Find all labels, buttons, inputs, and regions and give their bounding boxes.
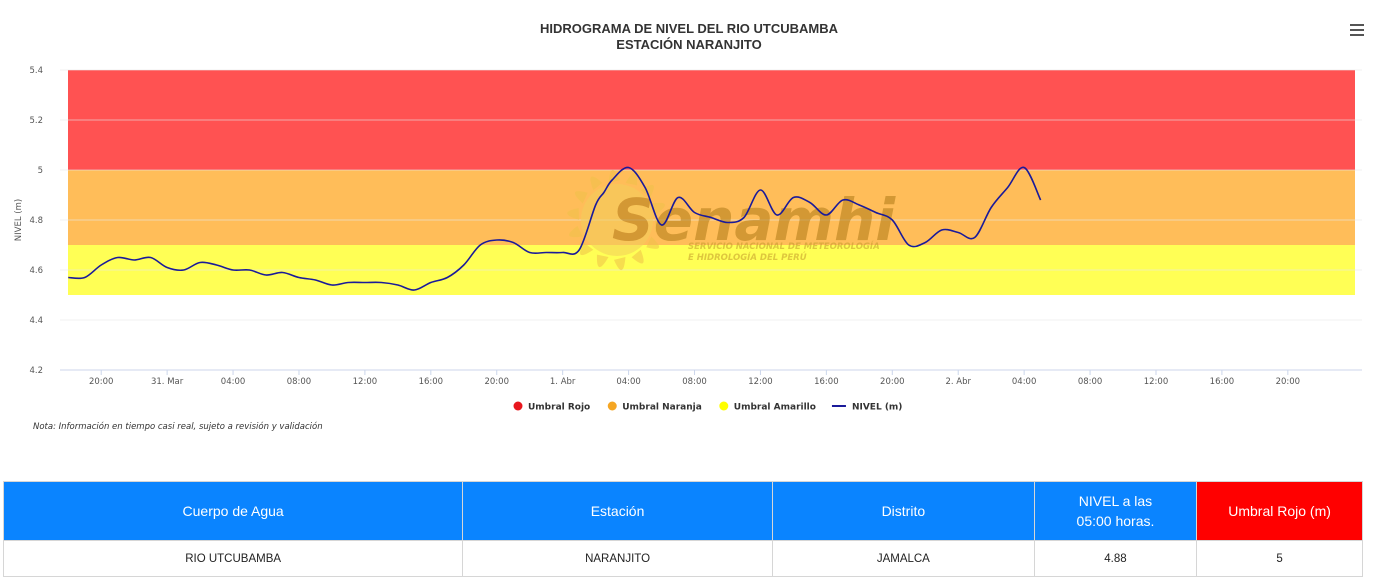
legend-marker-band-1	[607, 401, 617, 411]
sun-ray	[580, 242, 594, 256]
watermark-line2: E HIDROLOGÍA DEL PERÚ	[688, 251, 807, 263]
sun-ray	[596, 254, 609, 268]
x-tick-label: 12:00	[1144, 377, 1169, 387]
chart-svg: HIDROGRAMA DE NIVEL DEL RIO UTCUBAMBAEST…	[14, 21, 1362, 413]
sun-disc	[581, 184, 653, 256]
header-nivel: NIVEL a las 05:00 horas.	[1033, 481, 1198, 541]
sun-ray	[631, 249, 644, 264]
sun-ray	[574, 191, 588, 204]
sun-ray	[613, 257, 626, 271]
threshold-band-1	[68, 170, 1355, 245]
y-tick-label: 4.4	[29, 316, 43, 326]
chart-legend: Umbral Rojo Umbral Naranja Umbral Amarillo…	[513, 401, 902, 413]
chart-note: Nota: Información en tiempo casi real, s…	[33, 422, 323, 432]
x-tick-label: 2. Abr	[945, 377, 971, 387]
y-tick-label: 5.4	[29, 66, 43, 76]
x-tick-label: 08:00	[1078, 377, 1103, 387]
cell-cuerpo-de-agua: RIO UTCUBAMBA	[2, 540, 464, 577]
chart-subtitle: ESTACIÓN NARANJITO	[616, 37, 761, 52]
header-estacion: Estación	[462, 481, 773, 541]
legend-label-band-2: Umbral Amarillo	[734, 403, 816, 413]
x-tick-label: 08:00	[287, 377, 312, 387]
y-tick-label: 5.2	[29, 116, 43, 126]
sun-ray	[646, 236, 660, 249]
sun-ray	[569, 225, 583, 238]
y-tick-label: 4.2	[29, 366, 43, 376]
x-tick-label: 12:00	[748, 377, 773, 387]
legend-marker-band-2	[719, 401, 729, 411]
cell-nivel: 4.88	[1033, 540, 1198, 577]
legend-label-band-0: Umbral Rojo	[528, 403, 590, 413]
station-info-table: Cuerpo de Agua Estación Distrito NIVEL a…	[2, 481, 1363, 577]
x-tick-label: 12:00	[353, 377, 378, 387]
x-tick-label: 20:00	[89, 377, 114, 387]
x-tick-label: 16:00	[419, 377, 444, 387]
sun-ray	[567, 208, 579, 220]
x-tick-label: 04:00	[1012, 377, 1037, 387]
legend-label-band-1: Umbral Naranja	[622, 403, 702, 413]
legend-marker-band-0	[513, 401, 523, 411]
x-tick-label: 16:00	[814, 377, 839, 387]
legend-label-series: NIVEL (m)	[852, 403, 902, 413]
watermark-line1: SERVICIO NACIONAL DE METEOROLOGÍA	[688, 240, 880, 252]
x-tick-label: 31. Mar	[151, 377, 184, 387]
x-tick-label: 20:00	[880, 377, 905, 387]
x-tick-label: 20:00	[1276, 377, 1301, 387]
table-header-row: Cuerpo de Agua Estación Distrito NIVEL a…	[2, 481, 1363, 541]
series-line-nivel	[68, 166, 1042, 291]
hamburger-menu-icon[interactable]	[1350, 24, 1364, 38]
y-axis-label: NIVEL (m)	[14, 199, 24, 241]
sun-ray	[625, 172, 638, 186]
header-distrito: Distrito	[771, 481, 1035, 541]
y-tick-label: 5	[38, 166, 43, 176]
table-row: RIO UTCUBAMBA NARANJITO JAMALCA 4.88 5	[2, 540, 1363, 577]
y-tick-label: 4.8	[29, 216, 43, 226]
x-tick-label: 04:00	[221, 377, 246, 387]
cell-umbral-rojo: 5	[1196, 540, 1363, 577]
chart-title: HIDROGRAMA DE NIVEL DEL RIO UTCUBAMBA	[540, 21, 839, 36]
x-tick-label: 20:00	[484, 377, 509, 387]
header-umbral-rojo: Umbral Rojo (m)	[1196, 481, 1363, 541]
cell-estacion: NARANJITO	[462, 540, 773, 577]
sun-ray	[655, 220, 667, 232]
x-tick-label: 1. Abr	[550, 377, 576, 387]
hydrograph-chart: HIDROGRAMA DE NIVEL DEL RIO UTCUBAMBA EST…	[14, 21, 1364, 432]
x-tick-label: 08:00	[682, 377, 707, 387]
x-tick-label: 16:00	[1210, 377, 1235, 387]
x-tick-label: 04:00	[616, 377, 641, 387]
sun-ray	[590, 176, 603, 191]
y-tick-label: 4.6	[29, 266, 43, 276]
cell-distrito: JAMALCA	[771, 540, 1035, 577]
header-cuerpo-de-agua: Cuerpo de Agua	[2, 481, 464, 541]
sun-ray	[651, 202, 665, 215]
